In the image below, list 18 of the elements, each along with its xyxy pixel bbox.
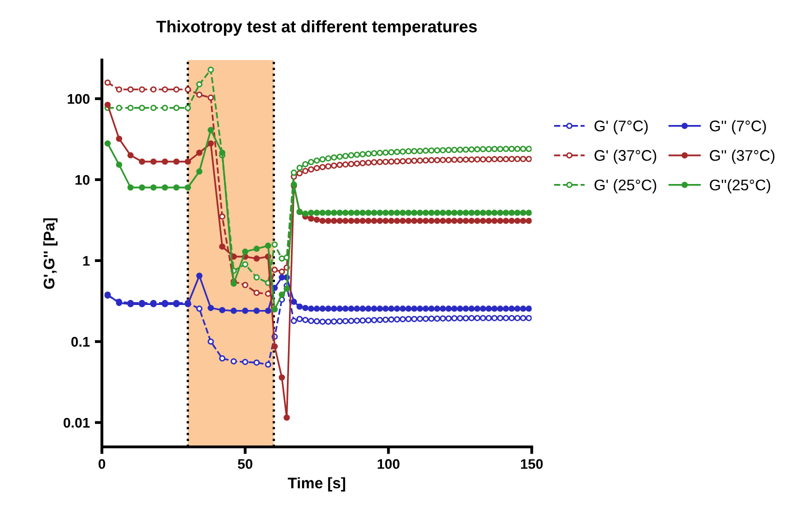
legend-label: G' (7°C) [594,120,648,134]
legend-label: G'' (37°C) [710,150,774,164]
y-tick-label: 1 [83,256,90,266]
y-tick-label: 10 [76,174,90,185]
x-tick-label: 50 [238,459,252,469]
x-tick-label: 150 [521,459,543,469]
x-tick-label: 0 [98,459,106,469]
legend-label: G' (25°C) [594,179,656,194]
y-tick-label: 0.1 [71,336,90,347]
legend-label: G''(25°C) [710,179,770,194]
legend-label: G' (37°C) [594,150,656,164]
y-tick-label: 0.01 [64,418,90,428]
legend-label: G'' (7°C) [710,120,766,134]
y-tick-label: 100 [68,94,90,104]
x-axis-title: Time [s] [288,477,346,492]
chart-title: Thixotropy test at different temperatures [156,20,477,36]
y-axis-title: G',G'' [Pa] [43,218,58,289]
x-tick-label: 100 [378,459,400,469]
